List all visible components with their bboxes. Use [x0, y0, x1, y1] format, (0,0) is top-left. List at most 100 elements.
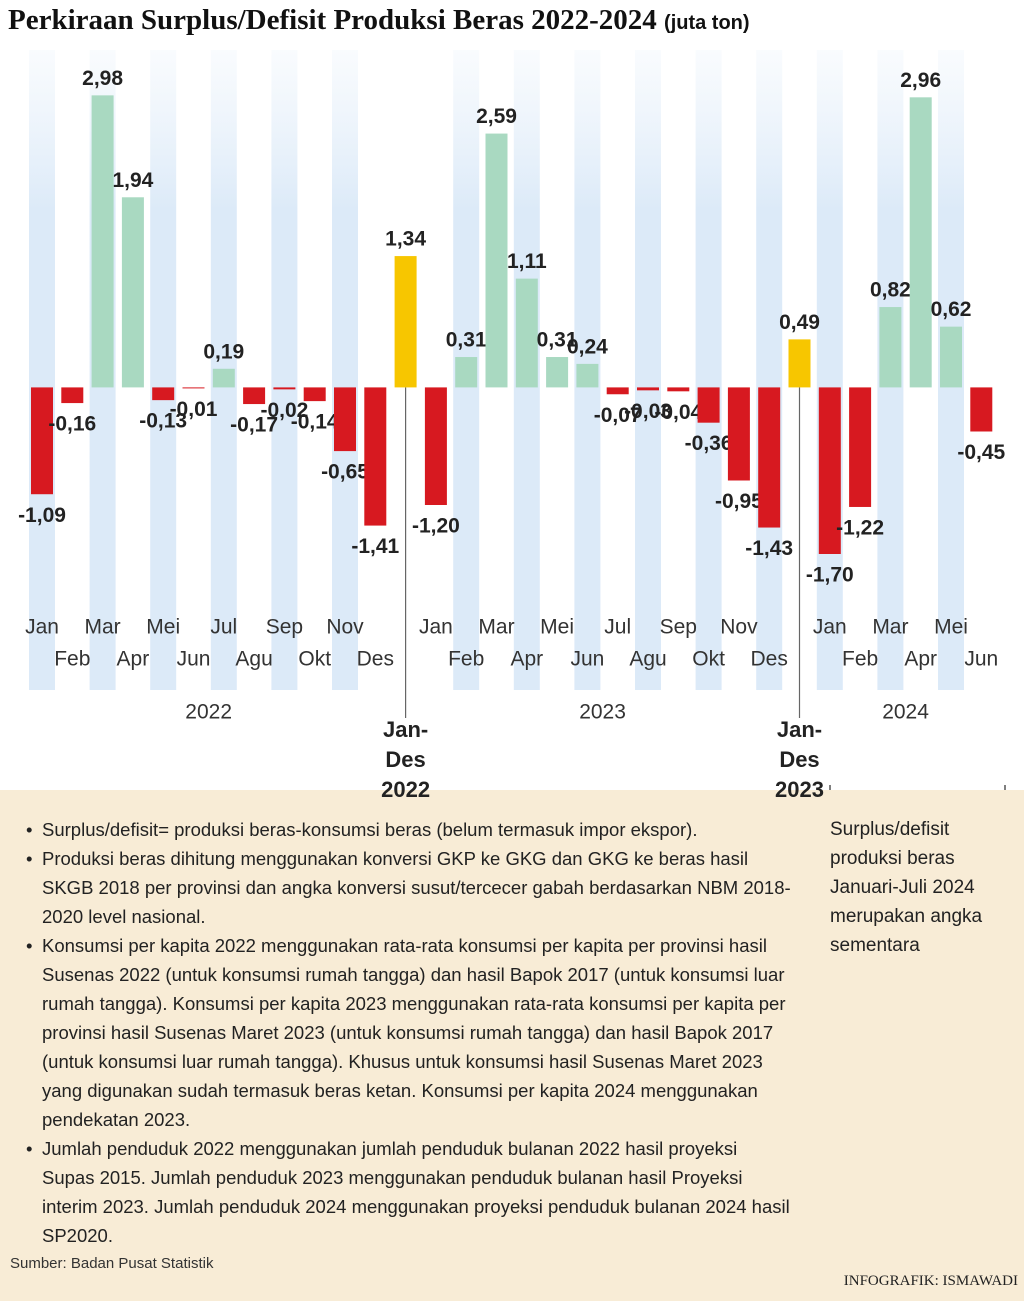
bar	[455, 357, 478, 388]
stripe	[756, 50, 783, 690]
x-tick-label: Des	[357, 648, 394, 671]
value-label: -0,02	[260, 399, 308, 422]
value-label: 2,96	[900, 69, 941, 92]
value-label: -0,03	[624, 400, 672, 423]
x-tick-label: Jan	[25, 616, 59, 639]
value-label: 0,24	[567, 335, 608, 358]
bar	[515, 278, 538, 388]
stripe	[332, 50, 358, 690]
value-label: 0,31	[537, 329, 578, 352]
note: Konsumsi per kapita 2022 menggunakan rat…	[22, 931, 792, 1134]
value-label: 0,49	[779, 311, 820, 334]
bar	[637, 387, 659, 391]
value-label: 1,11	[507, 250, 547, 273]
bar	[394, 256, 417, 388]
x-tick-label: Okt	[692, 648, 725, 671]
x-tick-label: Jan	[419, 616, 453, 639]
bar	[667, 387, 690, 392]
x-tick-label: Mar	[872, 616, 908, 639]
bar	[31, 387, 53, 495]
x-tick-label: Sep	[266, 616, 303, 639]
bar	[546, 357, 569, 388]
year-label: 2024	[882, 701, 929, 724]
value-label: 0,31	[446, 329, 487, 352]
x-tick-label: Feb	[448, 648, 484, 671]
stripe	[29, 50, 55, 690]
bar	[940, 326, 962, 388]
x-tick-label: Mar	[478, 616, 514, 639]
stripe	[271, 50, 298, 690]
stripe	[150, 50, 177, 690]
x-tick-label: Okt	[298, 648, 331, 671]
bar	[788, 339, 811, 388]
stripe	[635, 50, 661, 690]
value-label: 0,82	[870, 279, 911, 302]
x-tick-label: Mei	[934, 616, 968, 639]
bar	[818, 387, 841, 554]
x-tick-label: Feb	[54, 648, 90, 671]
bar	[424, 387, 447, 505]
bar	[758, 387, 781, 528]
year-label: 2022	[185, 701, 232, 724]
bar	[727, 387, 750, 481]
x-tick-label: Mei	[540, 616, 574, 639]
x-tick-label: Jun	[570, 648, 604, 671]
value-label: -1,20	[412, 515, 460, 538]
x-tick-label: Jul	[604, 616, 631, 639]
x-tick-label: Feb	[842, 648, 878, 671]
x-tick-label: Nov	[326, 616, 364, 639]
credit: INFOGRAFIK: ISMAWADI	[843, 1273, 1018, 1289]
year-label: 2023	[579, 701, 626, 724]
value-label: -0,01	[170, 398, 218, 421]
x-tick-label: Jan-Des 2023	[775, 717, 824, 802]
note: Produksi beras dihitung menggunakan konv…	[22, 844, 792, 931]
x-tick-label: Agu	[629, 648, 666, 671]
value-label: 2,59	[476, 105, 517, 128]
bar	[121, 197, 144, 388]
bar	[182, 387, 205, 389]
bar	[152, 387, 175, 401]
bar	[849, 387, 872, 507]
value-label: -0,65	[321, 461, 369, 484]
bar	[273, 387, 296, 390]
value-label: -1,22	[836, 517, 884, 540]
note: Surplus/defisit= produksi beras-konsumsi…	[22, 815, 792, 844]
value-label: -0,04	[654, 401, 702, 424]
x-tick-label: Sep	[660, 616, 697, 639]
notes: Surplus/defisit= produksi beras-konsumsi…	[22, 815, 792, 1250]
x-tick-label: Jan	[813, 616, 847, 639]
x-tick-label: Apr	[904, 648, 937, 671]
value-label: -0,17	[230, 414, 278, 437]
x-tick-label: Jun	[177, 648, 211, 671]
bar	[879, 307, 902, 388]
bar	[697, 387, 720, 423]
bar	[909, 97, 932, 388]
bar	[576, 363, 599, 388]
value-label: -1,41	[351, 535, 399, 558]
title-wrap: Perkiraan Surplus/Defisit Produksi Beras…	[8, 4, 750, 37]
value-label: -0,95	[715, 490, 763, 513]
x-tick-label: Jul	[210, 616, 237, 639]
value-label: -0,13	[139, 410, 187, 433]
value-label: -0,45	[957, 441, 1005, 464]
bar	[212, 368, 235, 388]
stripe	[816, 50, 843, 690]
x-tick-label: Jan-Des 2022	[381, 717, 431, 802]
value-label: -0,36	[685, 432, 733, 455]
bar	[364, 387, 387, 526]
value-label: 1,34	[385, 228, 426, 251]
bar	[61, 387, 84, 404]
value-label: -1,43	[745, 537, 793, 560]
x-tick-label: Apr	[117, 648, 150, 671]
x-tick-label: Mei	[146, 616, 180, 639]
value-label: -1,09	[18, 504, 66, 527]
value-label: -0,14	[291, 411, 339, 434]
stripe	[695, 50, 722, 690]
chart-title: Perkiraan Surplus/Defisit Produksi Beras…	[8, 4, 657, 36]
bar	[334, 387, 356, 452]
bar	[243, 387, 266, 405]
value-label: -0,16	[48, 413, 96, 436]
bar	[606, 387, 629, 395]
note: Jumlah penduduk 2022 menggunakan jumlah …	[22, 1134, 792, 1250]
